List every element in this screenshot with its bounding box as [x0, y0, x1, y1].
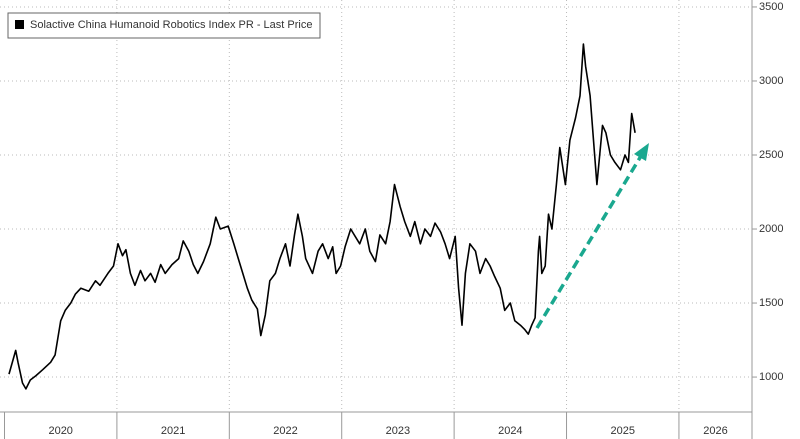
x-tick-label: 2020 [48, 425, 72, 437]
x-tick-label: 2024 [498, 425, 522, 437]
y-tick-label: 3500 [759, 1, 783, 13]
legend-swatch [15, 20, 24, 29]
x-tick-label: 2023 [386, 425, 410, 437]
price-line [8, 43, 636, 390]
y-tick-label: 3000 [759, 75, 783, 87]
y-tick-label: 2000 [759, 223, 783, 235]
x-tick-label: 2022 [273, 425, 297, 437]
x-tick-label: 2026 [703, 425, 727, 437]
y-tick-label: 1500 [759, 297, 783, 309]
y-tick-label: 2500 [759, 149, 783, 161]
y-tick-label: 1000 [759, 371, 783, 383]
legend-box [7, 12, 321, 39]
x-tick-label: 2021 [161, 425, 185, 437]
x-tick-label: 2025 [610, 425, 634, 437]
arrow-head [634, 143, 649, 161]
arrow-shaft [535, 155, 643, 329]
legend-label: Solactive China Humanoid Robotics Index … [30, 19, 312, 31]
legend: Solactive China Humanoid Robotics Index … [7, 12, 321, 39]
trend-arrow [535, 143, 649, 329]
